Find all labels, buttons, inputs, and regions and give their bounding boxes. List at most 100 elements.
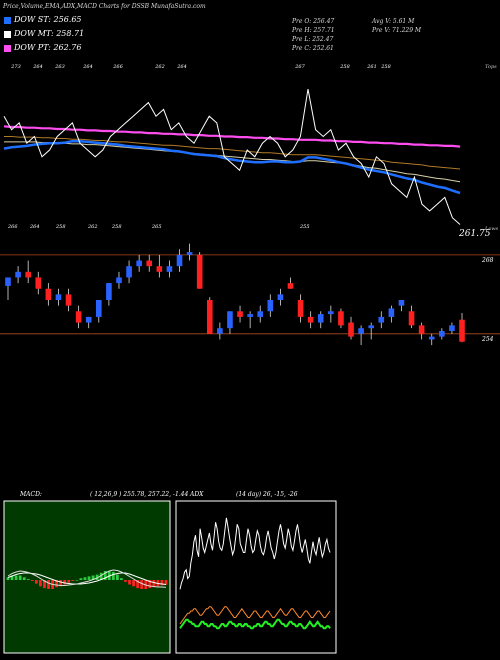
candle-body xyxy=(35,277,42,289)
top-label: 267 xyxy=(294,64,305,70)
stat-pre-high: Pre H: 257.71 xyxy=(292,27,335,34)
candle-body xyxy=(338,311,344,326)
stat-pre-low: Pre L: 252.47 xyxy=(292,36,334,43)
candle-body xyxy=(166,266,173,272)
macd-histogram-bar xyxy=(34,580,38,584)
macd-histogram-bar xyxy=(136,580,140,589)
macd-histogram-bar xyxy=(111,571,115,580)
candle-body xyxy=(358,328,364,334)
top-label: 263 xyxy=(54,64,65,70)
ema-lt-line xyxy=(4,136,461,170)
adx-params: (14 day) 26, -15, -26 xyxy=(236,491,298,498)
macd-line xyxy=(7,569,167,588)
candle-body xyxy=(186,252,193,255)
macd-histogram-bar xyxy=(79,578,83,580)
macd-histogram-bar xyxy=(14,575,18,580)
macd-histogram-bar xyxy=(103,571,107,580)
top-label: 258 xyxy=(380,64,391,70)
legend-mt-label: DOW MT: 258.71 xyxy=(14,29,85,38)
ema-pt-line xyxy=(3,125,461,148)
candle-body xyxy=(459,319,465,342)
candle-body xyxy=(85,316,92,323)
candle-body xyxy=(267,300,274,312)
macd-histogram-bar xyxy=(18,575,22,580)
macd-histogram-bar xyxy=(39,580,42,587)
candle-body xyxy=(217,328,223,334)
candle-body xyxy=(65,294,72,306)
candle-body xyxy=(206,300,213,334)
legend-st-label: DOW ST: 256.65 xyxy=(14,15,82,24)
bottom-label: 258 xyxy=(111,224,122,230)
macd-histogram-bar xyxy=(152,580,156,588)
macd-histogram-bar xyxy=(67,580,71,583)
legend-swatch-st xyxy=(4,17,11,24)
candle-body xyxy=(25,271,31,278)
macd-histogram-bar xyxy=(140,580,144,589)
candle-body xyxy=(116,277,122,284)
candle-body xyxy=(449,325,455,331)
macd-histogram-bar xyxy=(30,580,34,581)
candle-body xyxy=(307,316,314,323)
macd-histogram-bar xyxy=(148,580,152,589)
macd-histogram-bar xyxy=(59,580,63,587)
ema-mt-line xyxy=(4,141,461,183)
macd-histogram-bar xyxy=(120,578,123,580)
legend-pt-label: DOW PT: 262.76 xyxy=(14,43,82,52)
top-label: 266 xyxy=(112,64,123,70)
candle-body xyxy=(15,271,21,278)
macd-histogram-bar xyxy=(63,580,67,585)
level-label: 268 xyxy=(481,257,494,264)
macd-histogram-bar xyxy=(71,580,75,581)
candle-body xyxy=(368,325,374,329)
candle-body xyxy=(136,260,142,267)
top-label: 264 xyxy=(176,64,187,70)
candle-body xyxy=(45,288,52,300)
bottom-label: 264 xyxy=(29,224,40,230)
top-label: 258 xyxy=(339,64,350,70)
candle-body xyxy=(237,311,243,317)
macd-histogram-bar xyxy=(75,580,79,581)
candle-body xyxy=(126,266,132,278)
stat-avg-volume: Avg V: 5.61 M xyxy=(372,18,415,25)
macd-histogram-bar xyxy=(47,580,50,589)
top-label: 264 xyxy=(82,64,93,70)
candle-body xyxy=(196,254,203,289)
macd-histogram-bar xyxy=(160,580,164,586)
bottom-label: 265 xyxy=(151,224,162,230)
candle-body xyxy=(287,283,294,289)
candle-body xyxy=(176,254,183,267)
page-title: Price,Volume,EMA,ADX,MACD Charts for DSS… xyxy=(3,3,206,10)
macd-histogram-bar xyxy=(43,580,46,589)
macd-histogram-bar xyxy=(115,574,119,580)
candle-body xyxy=(156,266,163,272)
macd-histogram-bar xyxy=(83,577,87,580)
candle-body xyxy=(388,308,395,317)
top-label: 273 xyxy=(10,64,21,70)
candle-body xyxy=(5,277,11,286)
candle-body xyxy=(428,336,435,340)
candle-body xyxy=(277,294,284,300)
candle-body xyxy=(257,311,264,317)
legend-swatch-mt xyxy=(4,31,11,38)
minus-di-line xyxy=(179,606,331,625)
candle-body xyxy=(348,322,354,337)
lows-note: Lows xyxy=(484,226,499,232)
macd-histogram-bar xyxy=(164,580,168,585)
macd-params: ( 12,26,9 ) 255.78, 257.22, -1.44 xyxy=(90,491,188,498)
top-label: 264 xyxy=(32,64,43,70)
candle-body xyxy=(378,316,385,323)
adx-frame xyxy=(175,500,337,654)
macd-histogram-bar xyxy=(91,575,95,580)
bottom-label: 262 xyxy=(87,224,98,230)
top-label: 262 xyxy=(154,64,165,70)
candle-body xyxy=(247,314,253,317)
stat-pre-open: Pre O: 256.47 xyxy=(292,18,335,25)
bottom-label: 255 xyxy=(299,224,310,230)
candle-body xyxy=(106,283,112,300)
candle-body xyxy=(439,331,445,337)
candle-body xyxy=(146,260,153,267)
candle-body xyxy=(398,300,405,306)
ema-st-line xyxy=(3,139,461,195)
macd-histogram-bar xyxy=(6,577,10,580)
